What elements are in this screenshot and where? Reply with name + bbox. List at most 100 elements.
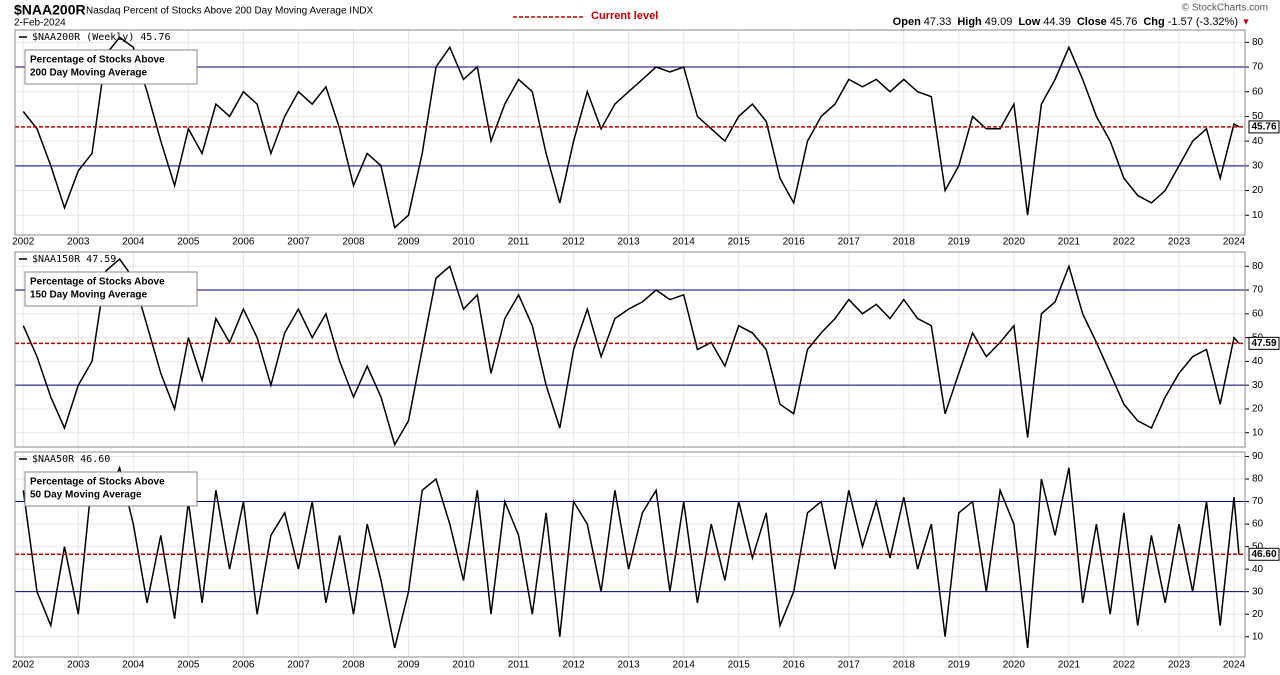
- y-tick-label: 80: [1252, 261, 1264, 272]
- y-tick-label: 30: [1252, 380, 1264, 391]
- x-tick-label: 2018: [893, 660, 916, 671]
- y-tick-label: 90: [1252, 451, 1264, 462]
- x-tick-label: 2006: [232, 660, 255, 671]
- down-arrow: ▼: [1242, 16, 1251, 26]
- copyright: © StockCharts.com: [1182, 3, 1268, 14]
- x-tick-label: 2014: [673, 660, 696, 671]
- x-tick-label: 2021: [1058, 237, 1081, 248]
- x-tick-label: 2016: [783, 237, 806, 248]
- current-level-box: [1248, 547, 1280, 561]
- current-level-label: 46.60: [1251, 549, 1276, 560]
- y-tick-label: 80: [1252, 37, 1264, 48]
- x-tick-label: 2004: [122, 237, 145, 248]
- x-tick-label: 2021: [1058, 660, 1081, 671]
- quote-label: Close: [1077, 16, 1107, 28]
- y-tick-label: 30: [1252, 160, 1264, 171]
- current-level-legend: Current level: [591, 10, 658, 22]
- x-tick-label: 2002: [12, 237, 35, 248]
- x-tick-label: 2023: [1168, 660, 1191, 671]
- y-tick-label: 10: [1252, 427, 1264, 438]
- y-tick-label: 10: [1252, 631, 1264, 642]
- plot-frame: [14, 29, 1246, 236]
- x-tick-label: 2024: [1223, 237, 1246, 248]
- annotation-text: Percentage of Stocks Above: [30, 55, 165, 66]
- quote-value: 49.09: [985, 16, 1013, 28]
- legend-name: $NAA50R: [32, 454, 75, 465]
- x-tick-label: 2005: [177, 237, 200, 248]
- annotation-text: 50 Day Moving Average: [30, 490, 142, 501]
- x-tick-label: 2013: [617, 237, 640, 248]
- annotation-text: Percentage of Stocks Above: [30, 477, 165, 488]
- y-tick-label: 60: [1252, 519, 1264, 530]
- quote: Open 47.33 High 49.09 Low 44.39 Close 45.76 Chg -…: [893, 16, 1238, 28]
- quote-label: Chg: [1143, 16, 1164, 28]
- x-tick-label: 2013: [617, 660, 640, 671]
- legend-name: $NAA150R: [32, 254, 81, 265]
- x-tick-label: 2012: [562, 660, 585, 671]
- x-tick-label: 2023: [1168, 237, 1191, 248]
- annotation-box: [24, 471, 198, 507]
- y-tick-label: 70: [1252, 285, 1264, 296]
- quote-pct: (-3.32%): [1196, 16, 1238, 28]
- x-tick-label: 2008: [342, 660, 365, 671]
- current-level-box: [1248, 120, 1280, 134]
- y-tick-label: 70: [1252, 496, 1264, 507]
- date: 2-Feb-2024: [14, 18, 66, 29]
- y-tick-label: 60: [1252, 308, 1264, 319]
- x-tick-label: 2019: [948, 660, 971, 671]
- x-tick-label: 2017: [838, 237, 861, 248]
- legend: $NAA200R (Weekly) 45.76: [32, 32, 170, 43]
- annotation-box: [24, 49, 198, 85]
- x-tick-label: 2010: [452, 237, 475, 248]
- quote-value: 45.76: [1110, 16, 1138, 28]
- annotation-text: 200 Day Moving Average: [30, 68, 148, 79]
- y-tick-label: 20: [1252, 404, 1264, 415]
- x-tick-label: 2024: [1223, 660, 1246, 671]
- x-tick-label: 2005: [177, 660, 200, 671]
- annotation-box: [24, 271, 198, 307]
- x-tick-label: 2016: [783, 660, 806, 671]
- annotation-text: Percentage of Stocks Above: [30, 277, 165, 288]
- x-tick-label: 2019: [948, 237, 971, 248]
- y-tick-label: 40: [1252, 136, 1264, 147]
- y-tick-label: 40: [1252, 564, 1264, 575]
- series-line: [22, 465, 1240, 649]
- quote-value: -1.57: [1168, 16, 1193, 28]
- x-tick-label: 2022: [1113, 237, 1136, 248]
- x-tick-label: 2002: [12, 660, 35, 671]
- quote-value: 47.33: [924, 16, 952, 28]
- x-tick-label: 2022: [1113, 660, 1136, 671]
- x-tick-label: 2011: [508, 237, 530, 248]
- x-tick-label: 2007: [287, 237, 310, 248]
- legend: $NAA50R 46.60: [32, 454, 110, 465]
- legend-value: 47.59: [86, 254, 116, 265]
- x-tick-label: 2014: [673, 237, 696, 248]
- x-tick-label: 2015: [728, 660, 751, 671]
- y-tick-label: 30: [1252, 586, 1264, 597]
- y-tick-label: 10: [1252, 210, 1264, 221]
- plot-frame: [14, 251, 1246, 448]
- x-tick-label: 2017: [838, 660, 861, 671]
- x-tick-label: 2007: [287, 660, 310, 671]
- x-tick-label: 2018: [893, 237, 916, 248]
- legend-name: $NAA200R (Weekly): [32, 32, 134, 43]
- plot-frame: [14, 451, 1246, 658]
- x-tick-label: 2008: [342, 237, 365, 248]
- y-tick-label: 50: [1252, 111, 1264, 122]
- current-level-label: 47.59: [1251, 338, 1276, 349]
- description: Nasdaq Percent of Stocks Above 200 Day M…: [86, 6, 374, 17]
- series-line: [22, 36, 1240, 230]
- quote-label: High: [957, 16, 982, 28]
- legend-value: 46.60: [80, 454, 110, 465]
- quote-label: Open: [893, 16, 921, 28]
- x-tick-label: 2009: [397, 660, 420, 671]
- annotation-text: 150 Day Moving Average: [30, 290, 148, 301]
- x-tick-label: 2011: [508, 660, 530, 671]
- x-tick-label: 2020: [1003, 237, 1026, 248]
- x-tick-label: 2020: [1003, 660, 1026, 671]
- x-tick-label: 2015: [728, 237, 751, 248]
- y-tick-label: 20: [1252, 185, 1264, 196]
- y-tick-label: 40: [1252, 356, 1264, 367]
- legend: $NAA150R 47.59: [32, 254, 116, 265]
